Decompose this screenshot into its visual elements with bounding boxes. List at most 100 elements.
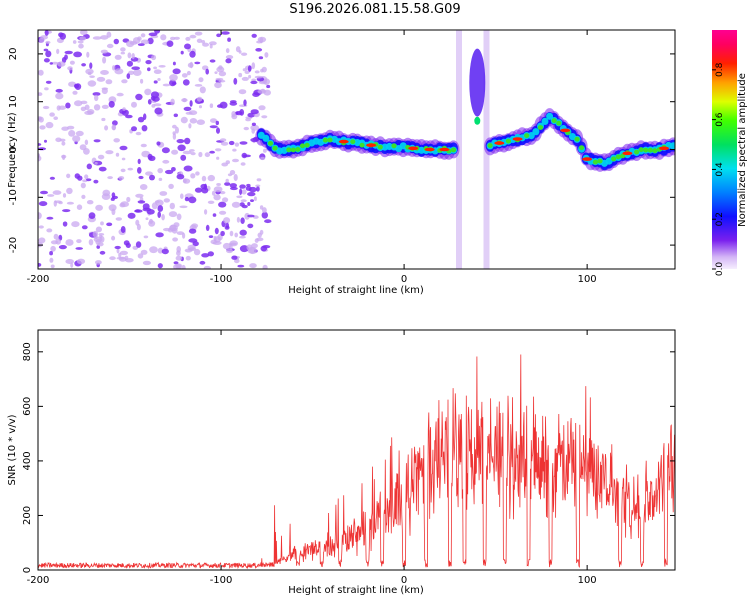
- noise-speckle: [135, 209, 141, 213]
- noise-speckle: [171, 149, 179, 155]
- noise-speckle: [75, 247, 83, 250]
- noise-speckle: [249, 263, 257, 269]
- noise-speckle: [62, 221, 68, 227]
- noise-speckle: [153, 80, 158, 84]
- noise-speckle: [61, 141, 66, 146]
- noise-speckle: [122, 107, 126, 111]
- snr-ticks: -200 -100 0 100 0 200 400 600 800: [22, 330, 675, 586]
- noise-speckle: [143, 113, 147, 120]
- snr-frame: [37, 329, 676, 571]
- noise-speckle: [71, 221, 80, 228]
- noise-speckle: [44, 30, 49, 36]
- noise-speckle: [101, 87, 109, 90]
- noise-speckle: [181, 98, 188, 102]
- noise-speckle: [257, 89, 267, 94]
- noise-speckle: [119, 202, 126, 208]
- tone-blob: [290, 147, 296, 153]
- noise-speckle: [181, 73, 188, 78]
- noise-speckle: [144, 88, 152, 96]
- noise-speckle: [182, 79, 190, 86]
- noise-speckle: [189, 50, 196, 58]
- noise-speckle: [138, 175, 144, 180]
- noise-speckle: [108, 204, 117, 212]
- noise-speckle: [154, 30, 161, 34]
- tone-blob: [579, 145, 585, 151]
- noise-speckle: [131, 101, 137, 108]
- noise-speckle: [125, 242, 131, 248]
- noise-speckle: [260, 156, 266, 161]
- noise-speckle: [245, 118, 252, 122]
- noise-speckle: [173, 36, 180, 40]
- noise-speckle: [189, 118, 198, 124]
- tone-blob: [505, 138, 511, 144]
- noise-speckle: [262, 264, 268, 269]
- noise-speckle: [250, 80, 258, 85]
- noise-speckle: [183, 106, 192, 111]
- noise-speckle: [175, 126, 179, 134]
- noise-speckle: [238, 72, 243, 78]
- noise-speckle: [80, 182, 86, 189]
- noise-speckle: [92, 92, 101, 96]
- tone-blob: [359, 142, 365, 148]
- noise-speckle: [65, 102, 71, 109]
- noise-speckle: [255, 184, 261, 188]
- noise-speckle: [125, 114, 133, 119]
- noise-speckle: [218, 79, 226, 83]
- noise-speckle: [84, 110, 94, 115]
- tone-blob: [487, 143, 493, 148]
- colorbar: 0.0 0.2 0.4 0.6 0.8: [712, 30, 737, 276]
- tone-blob: [377, 144, 383, 150]
- noise-speckle: [141, 125, 148, 132]
- noise-speckle: [95, 226, 102, 233]
- noise-speckle: [166, 40, 174, 47]
- noise-speckle: [189, 100, 193, 107]
- noise-speckle: [137, 200, 146, 204]
- tone-peak: [512, 137, 523, 141]
- noise-speckle: [151, 202, 158, 210]
- noise-speckle: [229, 101, 238, 106]
- noise-speckle: [38, 69, 44, 76]
- noise-speckle: [188, 228, 197, 234]
- noise-speckle: [181, 264, 186, 269]
- noise-speckle: [172, 133, 177, 140]
- noise-speckle: [38, 201, 48, 207]
- tone-blob: [551, 118, 557, 123]
- noise-speckle: [102, 56, 107, 64]
- noise-speckle: [198, 151, 203, 158]
- noise-speckle: [177, 144, 186, 152]
- noise-speckle: [73, 51, 82, 58]
- x-tick-label: -100: [210, 575, 233, 586]
- noise-speckle: [234, 111, 243, 116]
- noise-speckle: [92, 230, 99, 238]
- noise-speckle: [255, 48, 263, 52]
- y-tick-label: 600: [22, 397, 33, 416]
- snr-x-axis-label: Height of straight line (km): [288, 585, 424, 596]
- tone-blob: [350, 139, 356, 145]
- noise-speckle: [147, 37, 154, 45]
- noise-speckle: [182, 178, 191, 184]
- noise-speckle: [88, 239, 94, 246]
- noise-speckle: [62, 209, 71, 213]
- noise-speckle: [38, 143, 42, 146]
- noise-speckle: [151, 54, 157, 61]
- tone-peak: [560, 128, 571, 133]
- noise-speckle: [219, 191, 226, 195]
- noise-speckle: [116, 248, 120, 254]
- noise-speckle: [247, 192, 256, 197]
- spectral-lobe-peak: [474, 116, 481, 125]
- snr-y-axis-label: SNR (10 * v/v): [7, 414, 18, 485]
- x-tick-label: 0: [401, 274, 407, 285]
- noise-speckle: [119, 145, 128, 151]
- noise-speckle: [204, 209, 208, 215]
- noise-speckle: [172, 237, 179, 242]
- tone-peak: [366, 143, 377, 147]
- noise-speckle: [38, 263, 42, 267]
- noise-speckle: [153, 103, 162, 107]
- noise-speckle: [107, 176, 113, 180]
- noise-speckle: [120, 51, 126, 55]
- noise-speckle: [241, 52, 248, 56]
- noise-speckle: [99, 250, 106, 255]
- tone-blob: [304, 142, 310, 148]
- noise-speckle: [155, 232, 164, 238]
- noise-speckle: [157, 211, 161, 218]
